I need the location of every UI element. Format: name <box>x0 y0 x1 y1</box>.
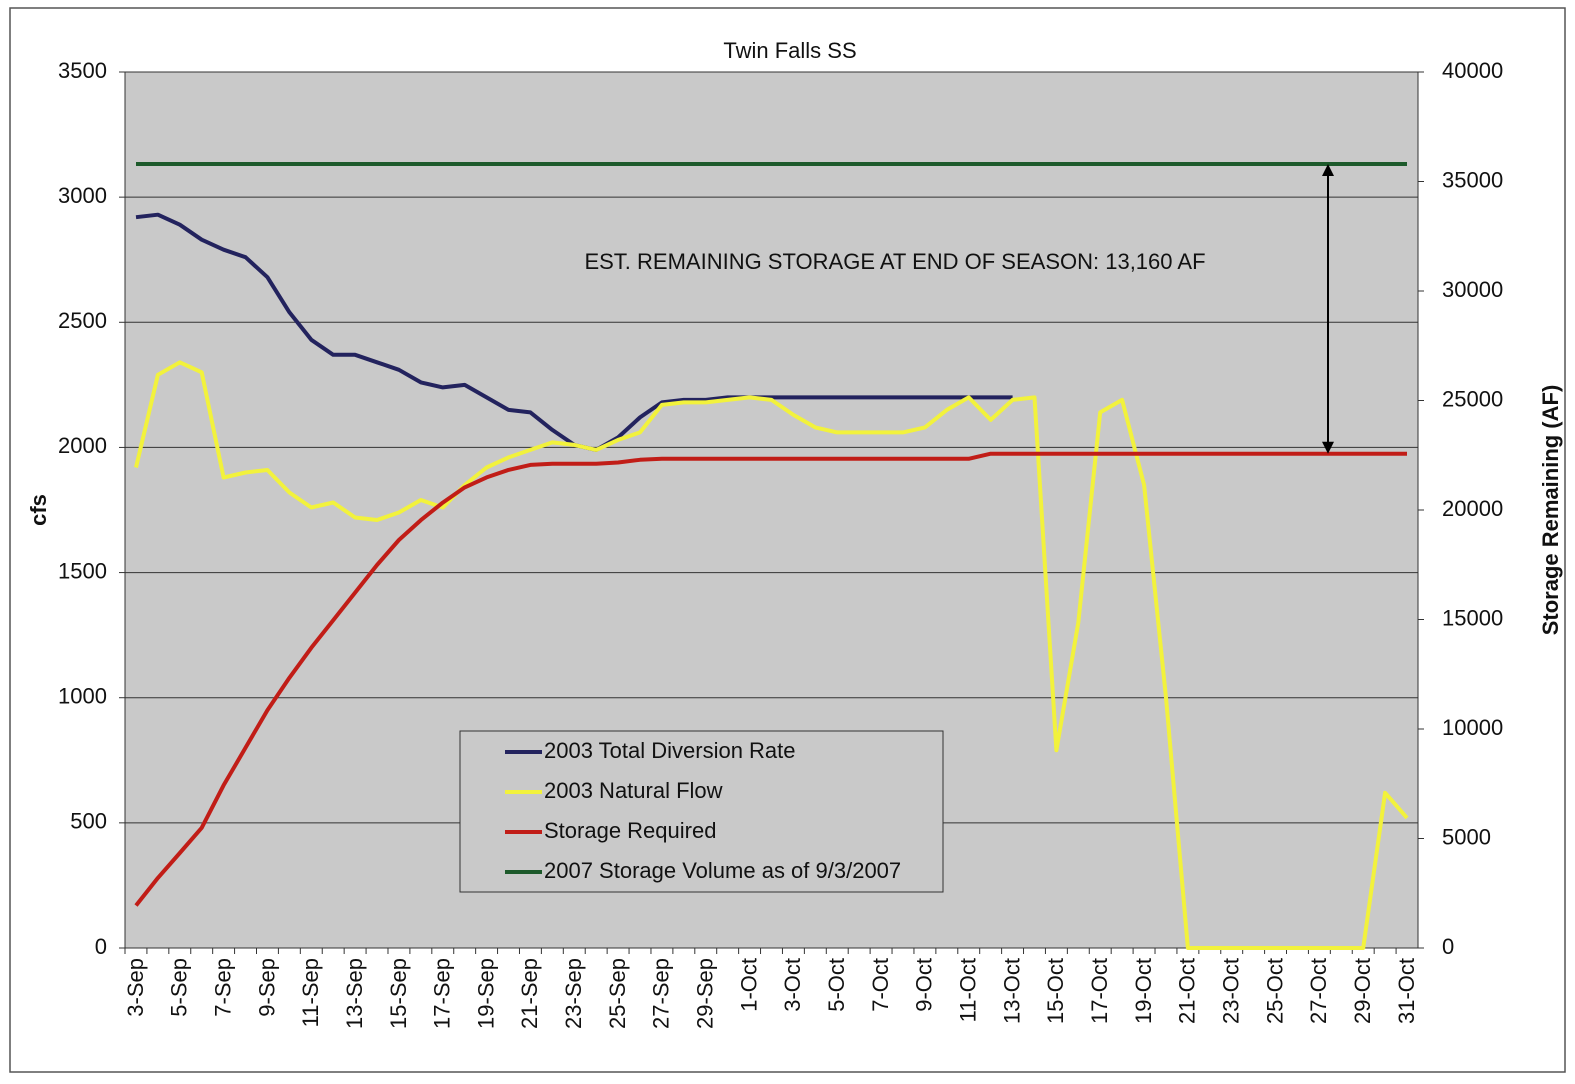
y2-tick-label: 20000 <box>1442 496 1503 521</box>
y-tick-label: 2000 <box>58 433 107 458</box>
y2-tick-label: 0 <box>1442 934 1454 959</box>
x-tick-label: 7-Oct <box>868 958 893 1012</box>
x-tick-label: 25-Sep <box>605 958 630 1029</box>
y2-tick-label: 30000 <box>1442 277 1503 302</box>
x-tick-label: 19-Oct <box>1131 958 1156 1024</box>
x-tick-label: 1-Oct <box>736 958 761 1012</box>
legend-label: Storage Required <box>544 818 716 843</box>
x-tick-label: 23-Oct <box>1219 958 1244 1024</box>
series-line <box>134 360 1409 950</box>
y-tick-label: 2500 <box>58 308 107 333</box>
x-tick-label: 17-Oct <box>1087 958 1112 1024</box>
chart-title: Twin Falls SS <box>723 38 856 63</box>
y2-tick-label: 5000 <box>1442 824 1491 849</box>
arrow-head <box>1322 441 1334 454</box>
x-tick-label: 15-Oct <box>1043 958 1068 1024</box>
series-line <box>134 451 1407 907</box>
x-tick-label: 11-Sep <box>298 958 323 1027</box>
y2-tick-label: 15000 <box>1442 605 1503 630</box>
x-tick-label: 9-Oct <box>912 958 937 1012</box>
x-tick-label: 25-Oct <box>1262 958 1287 1024</box>
x-tick-label: 29-Oct <box>1350 958 1375 1024</box>
y2-tick-label: 10000 <box>1442 715 1503 740</box>
x-tick-label: 5-Sep <box>167 958 192 1017</box>
x-tick-label: 21-Sep <box>517 958 542 1029</box>
y-tick-label: 1500 <box>58 558 107 583</box>
y2-tick-label: 40000 <box>1442 58 1503 83</box>
x-tick-label: 7-Sep <box>210 958 235 1017</box>
y2-tick-label: 35000 <box>1442 167 1503 192</box>
y2-axis-label: Storage Remaining (AF) <box>1538 385 1563 636</box>
arrow-head <box>1322 163 1334 176</box>
x-tick-label: 13-Sep <box>342 958 367 1029</box>
y-axis-label: cfs <box>26 494 51 526</box>
annotation: EST. REMAINING STORAGE AT END OF SEASON:… <box>584 249 1205 274</box>
x-tick-label: 21-Oct <box>1175 958 1200 1024</box>
x-tick-label: 31-Oct <box>1394 958 1419 1024</box>
legend-label: 2007 Storage Volume as of 9/3/2007 <box>544 858 901 883</box>
x-tick-label: 5-Oct <box>824 958 849 1012</box>
y-tick-label: 0 <box>95 934 107 959</box>
y-tick-label: 1000 <box>58 684 107 709</box>
x-tick-label: 13-Oct <box>999 958 1024 1024</box>
x-tick-label: 17-Sep <box>430 958 455 1029</box>
x-tick-label: 23-Sep <box>561 958 586 1029</box>
y-tick-label: 3500 <box>58 58 107 83</box>
legend-box <box>459 730 944 893</box>
x-tick-label: 3-Oct <box>780 958 805 1012</box>
y-tick-label: 3000 <box>58 183 107 208</box>
x-tick-label: 3-Sep <box>123 958 148 1017</box>
x-tick-label: 19-Sep <box>473 958 498 1029</box>
legend-label: 2003 Natural Flow <box>544 778 723 803</box>
x-tick-label: 11-Oct <box>956 958 981 1022</box>
x-tick-label: 27-Sep <box>649 958 674 1029</box>
x-tick-label: 27-Oct <box>1306 958 1331 1024</box>
x-tick-label: 9-Sep <box>254 958 279 1017</box>
x-tick-label: 29-Sep <box>693 958 718 1029</box>
legend-label: 2003 Total Diversion Rate <box>544 738 796 763</box>
y2-tick-label: 25000 <box>1442 386 1503 411</box>
x-tick-label: 15-Sep <box>386 958 411 1029</box>
y-tick-label: 500 <box>70 809 107 834</box>
